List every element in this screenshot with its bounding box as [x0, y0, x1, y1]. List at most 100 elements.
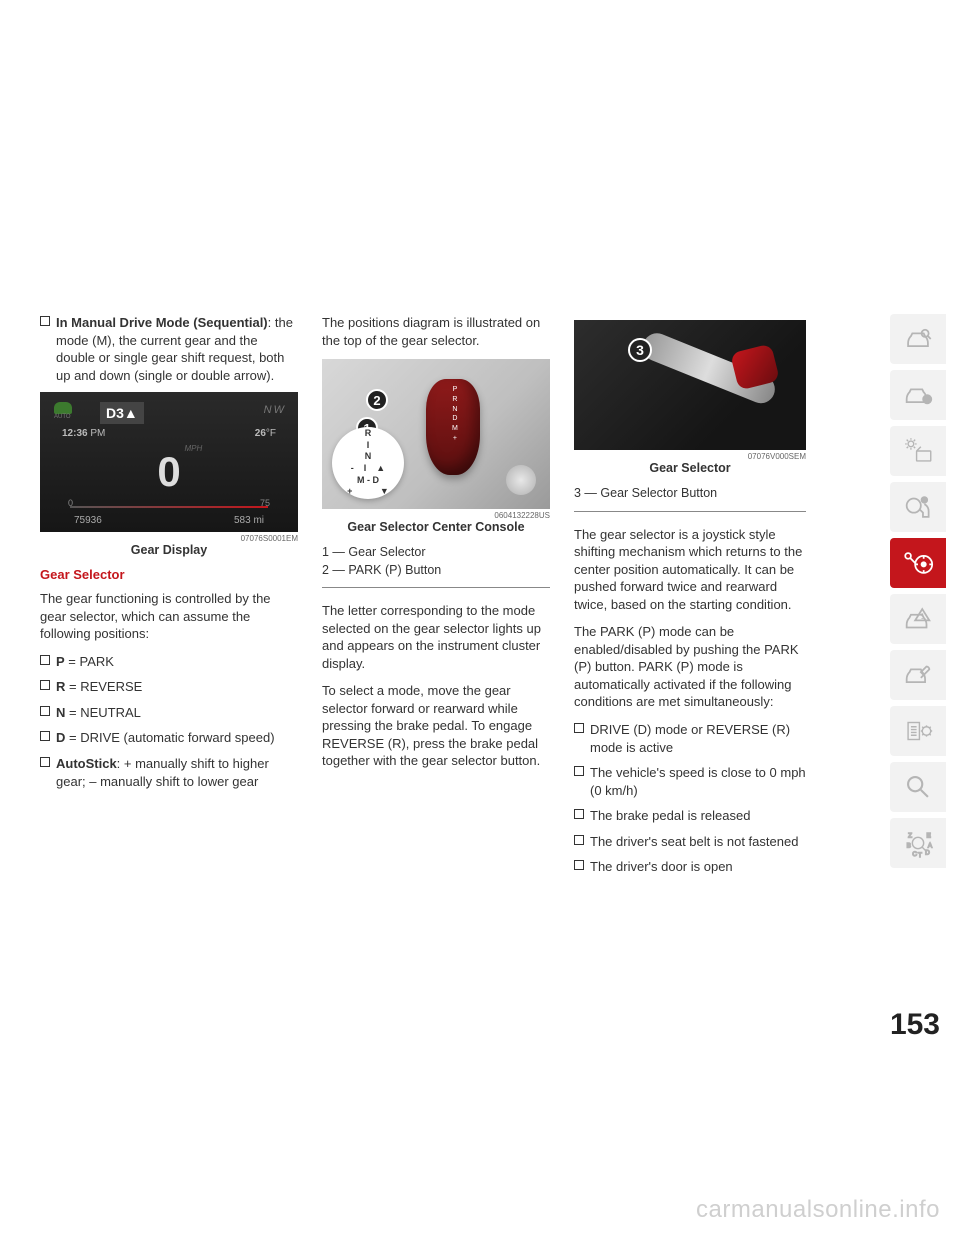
bullet-icon	[40, 731, 50, 741]
bullet-icon	[574, 835, 584, 845]
gear-badge: D3▲	[100, 402, 144, 424]
console-image: P R N D M + 2 1 R I N - I ▲ M - D + ▼	[322, 359, 550, 509]
cond-3-text: The brake pedal is released	[590, 807, 750, 825]
airbag-icon	[901, 490, 935, 524]
button-image: 3	[574, 320, 806, 450]
tab-starting-driving[interactable]	[890, 538, 946, 588]
dash-time: 12:36 PM	[62, 428, 105, 439]
key-wheel-icon	[901, 546, 935, 580]
svg-text:B: B	[907, 842, 911, 849]
cond-1: DRIVE (D) mode or REVERSE (R) mode is ac…	[574, 721, 806, 756]
knob-labels: P R N D M +	[452, 385, 458, 444]
col2-intro: The positions diagram is illustrated on …	[322, 314, 550, 349]
button-figure: 3 07076V000SEM Gear Selector 3 — Gear Se…	[574, 320, 806, 512]
gear-display-figure: AUTO D3▲ NW 12:36 PM 26°F MPH 0 0 75 759…	[40, 392, 298, 557]
bullet-icon	[40, 316, 50, 326]
speed-value: 0	[157, 448, 180, 496]
figure-code: 0604132228US	[322, 511, 550, 520]
legend-3: 3 — Gear Selector Button	[574, 485, 806, 503]
callout-number-3: 3	[628, 338, 652, 362]
page-number: 153	[890, 1008, 940, 1042]
manual-mode-bullet: In Manual Drive Mode (Sequential): the m…	[40, 314, 298, 384]
figure-code: 07076S0001EM	[40, 534, 298, 543]
manual-mode-text: In Manual Drive Mode (Sequential): the m…	[56, 314, 298, 384]
bullet-icon	[574, 766, 584, 776]
bullet-icon	[574, 860, 584, 870]
svg-text:C: C	[912, 851, 917, 858]
position-autostick: AutoStick: + manually shift to higher ge…	[40, 755, 298, 790]
figure-caption: Gear Selector Center Console	[322, 520, 550, 534]
callout-text: R I N - I ▲ M - D + ▼	[347, 428, 389, 498]
col3-para2: The PARK (P) mode can be enabled/disable…	[574, 623, 806, 711]
tab-specs[interactable]	[890, 706, 946, 756]
tab-emergency[interactable]	[890, 594, 946, 644]
cond-4-text: The driver's seat belt is not fastened	[590, 833, 798, 851]
cond-5-text: The driver's door is open	[590, 858, 733, 876]
callout-bubble: R I N - I ▲ M - D + ▼	[332, 427, 404, 499]
tab-index[interactable]: Z E B A CTD	[890, 818, 946, 868]
cond-3: The brake pedal is released	[574, 807, 806, 825]
bullet-icon	[40, 757, 50, 767]
search-icon	[901, 770, 935, 804]
selector-intro: The gear functioning is controlled by th…	[40, 590, 298, 643]
dash-temp: 26°F	[255, 428, 276, 439]
bullet-icon	[574, 809, 584, 819]
rotary-dial	[506, 465, 536, 495]
compass-direction: NW	[264, 404, 286, 416]
warning-icon	[901, 602, 935, 636]
col2-para1: The letter corresponding to the mode sel…	[322, 602, 550, 672]
figure-caption: Gear Selector	[574, 461, 806, 475]
figure-legend: 1 — Gear Selector 2 — PARK (P) Button	[322, 544, 550, 588]
cond-4: The driver's seat belt is not fastened	[574, 833, 806, 851]
figure-caption: Gear Display	[40, 543, 298, 557]
tab-display[interactable]	[890, 426, 946, 476]
section-tabs: i Z E B A CTD	[890, 314, 946, 868]
odometer: 75936	[74, 515, 102, 526]
display-icon	[901, 434, 935, 468]
auto-label: AUTO	[54, 414, 71, 420]
position-p: P = PARK	[40, 653, 298, 671]
page-content: In Manual Drive Mode (Sequential): the m…	[0, 0, 960, 924]
svg-text:Z: Z	[908, 832, 912, 839]
tab-search[interactable]	[890, 762, 946, 812]
tab-safety[interactable]	[890, 482, 946, 532]
figure-legend: 3 — Gear Selector Button	[574, 485, 806, 512]
bullet-icon	[40, 706, 50, 716]
car-search-icon	[901, 322, 935, 356]
specs-icon	[901, 714, 935, 748]
position-r: R = REVERSE	[40, 678, 298, 696]
dash-image: AUTO D3▲ NW 12:36 PM 26°F MPH 0 0 75 759…	[40, 392, 298, 532]
cond-2-text: The vehicle's speed is close to 0 mph (0…	[590, 764, 806, 799]
col2-para2: To select a mode, move the gear selector…	[322, 682, 550, 770]
service-icon	[901, 658, 935, 692]
column-1: In Manual Drive Mode (Sequential): the m…	[40, 314, 298, 884]
tab-info[interactable]: i	[890, 370, 946, 420]
svg-text:T: T	[918, 852, 922, 859]
headlight-icon	[54, 402, 72, 414]
trip: 583 mi	[234, 515, 264, 526]
scale-max: 75	[260, 498, 270, 508]
svg-text:A: A	[928, 842, 933, 849]
svg-text:D: D	[925, 849, 930, 856]
cond-5: The driver's door is open	[574, 858, 806, 876]
cond-2: The vehicle's speed is close to 0 mph (0…	[574, 764, 806, 799]
column-3: 3 07076V000SEM Gear Selector 3 — Gear Se…	[574, 314, 806, 884]
svg-text:E: E	[927, 832, 931, 839]
cond-1-text: DRIVE (D) mode or REVERSE (R) mode is ac…	[590, 721, 806, 756]
column-2: The positions diagram is illustrated on …	[322, 314, 550, 884]
speed-scale	[70, 506, 268, 508]
tab-overview[interactable]	[890, 314, 946, 364]
position-n: N = NEUTRAL	[40, 704, 298, 722]
legend-1: 1 — Gear Selector	[322, 544, 550, 562]
gear-selector-heading: Gear Selector	[40, 567, 298, 582]
legend-2: 2 — PARK (P) Button	[322, 562, 550, 580]
index-icon: Z E B A CTD	[901, 826, 935, 860]
position-d: D = DRIVE (automatic forward speed)	[40, 729, 298, 747]
speed-unit: MPH	[184, 444, 202, 453]
callout-number-2: 2	[366, 389, 388, 411]
bullet-icon	[40, 655, 50, 665]
console-figure: P R N D M + 2 1 R I N - I ▲ M - D + ▼ 06…	[322, 359, 550, 588]
manual-mode-label: In Manual Drive Mode (Sequential)	[56, 315, 268, 330]
bullet-icon	[574, 723, 584, 733]
tab-maintenance[interactable]	[890, 650, 946, 700]
